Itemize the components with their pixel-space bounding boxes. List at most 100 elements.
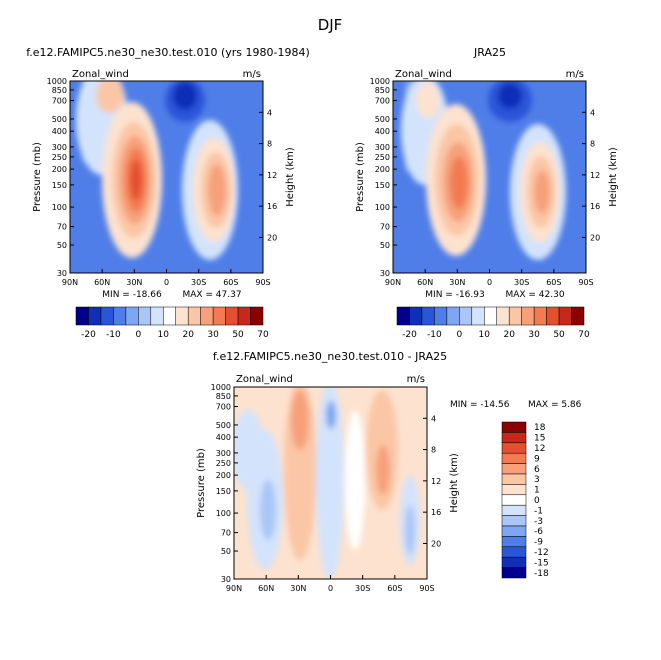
colorbar-swatch [533, 306, 547, 326]
colorbar-swatch [113, 306, 127, 326]
x-tick-label: 90N [226, 584, 242, 593]
colorbar-swatch [501, 484, 527, 496]
colorbar-swatch [212, 306, 226, 326]
colorbar-label: 1 [534, 486, 540, 496]
colorbar-label: 0 [456, 330, 462, 340]
x-tick-label: 90S [255, 278, 270, 287]
colorbar-label: -3 [534, 517, 543, 527]
axes-model: 90N 60N 30N 0 30S 60S 90S 30 50 70 100 150 200 250300… [32, 77, 296, 287]
x-tick-label: 30S [355, 584, 370, 593]
y-axis-label: Pressure (mb) [32, 142, 43, 212]
colorbar-swatch [396, 306, 410, 326]
y2-tick-label: 20 [267, 233, 277, 242]
colorbar-label: 10 [158, 330, 170, 340]
y-tick-label: 150 [52, 181, 67, 190]
y-tick-label: 200 [216, 471, 231, 480]
y2-tick-label: 12 [267, 171, 277, 180]
colorbar-swatch [501, 442, 527, 454]
y-tick-label: 250 [216, 459, 231, 468]
colorbar-swatch [250, 306, 264, 326]
x-tick-label: 0 [164, 278, 169, 287]
panel-model-title: f.e12.FAMIPC5.ne30_ne30.test.010 (yrs 19… [26, 46, 310, 59]
colorbar-swatch [501, 463, 527, 475]
colorbar-swatch [471, 306, 485, 326]
x-tick-label: 60N [417, 278, 433, 287]
colorbar-swatch [508, 306, 522, 326]
colorbar-swatch [484, 306, 497, 326]
panel-diff-min: MIN = -14.56 [450, 400, 510, 410]
y-tick-label: 50 [221, 547, 231, 556]
y-tick-label: 150 [216, 487, 231, 496]
y-tick-label: 50 [380, 241, 390, 250]
colorbar-label: 50 [553, 330, 565, 340]
colorbar-swatch [501, 473, 527, 485]
panel-jra25-min: MIN = -16.93 [425, 290, 484, 300]
y2-tick-label: 20 [590, 233, 600, 242]
y-tick-label: 500 [375, 115, 390, 124]
y-tick-label: 500 [216, 421, 231, 430]
colorbar-label: 18 [534, 423, 546, 433]
colorbar-swatch [163, 306, 176, 326]
y2-tick-label: 16 [431, 508, 441, 517]
colorbar-label: 30 [207, 330, 219, 340]
y-tick-label: 200 [52, 165, 67, 174]
x-tick-label: 60S [223, 278, 238, 287]
x-tick-label: 30S [191, 278, 206, 287]
y2-tick-label: 16 [267, 202, 277, 211]
colorbar-swatch [100, 306, 114, 326]
colorbar-swatch [175, 306, 189, 326]
colorbar-label: 50 [232, 330, 244, 340]
y-tick-label: 1000 [370, 77, 390, 86]
panel-model: f.e12.FAMIPC5.ne30_ne30.test.010 (yrs 19… [26, 46, 310, 300]
colorbar-label: -12 [534, 548, 549, 558]
colorbar-label: -10 [427, 330, 442, 340]
colorbar-label: 6 [534, 465, 540, 475]
colorbar-top-1: -20 -10 0 10 20 30 50 70 [396, 306, 590, 340]
colorbar-label: 20 [503, 330, 515, 340]
y-tick-label: 30 [57, 269, 67, 278]
colorbar-swatch [187, 306, 201, 326]
panel-diff-field [234, 387, 427, 579]
colorbar-swatch [496, 306, 510, 326]
colorbar-swatch [501, 525, 527, 537]
colorbar-swatch [571, 306, 585, 326]
colorbar-swatch [138, 306, 152, 326]
panel-jra25-max: MAX = 42.30 [505, 290, 564, 300]
y-tick-label: 70 [221, 529, 231, 538]
panel-model-field [70, 81, 263, 273]
panel-model-variable: Zonal_wind [72, 69, 129, 80]
y-tick-label: 1000 [47, 77, 67, 86]
colorbar-label: 0 [534, 496, 540, 506]
y-tick-label: 1000 [211, 383, 231, 392]
y-tick-label: 30 [380, 269, 390, 278]
y2-tick-label: 8 [590, 140, 595, 149]
y-axis-label: Pressure (mb) [196, 448, 207, 518]
y-tick-label: 850 [375, 86, 390, 95]
panel-jra25-variable: Zonal_wind [395, 69, 452, 80]
y2-axis-label: Height (km) [608, 147, 619, 207]
colorbar-label: -9 [534, 538, 543, 548]
colorbar-swatch [225, 306, 239, 326]
colorbar-swatch [521, 306, 535, 326]
colorbar-swatch [446, 306, 460, 326]
colorbar-label: 70 [578, 330, 590, 340]
colorbar-swatch [501, 556, 527, 568]
colorbar-label: -20 [81, 330, 96, 340]
y-tick-label: 400 [375, 127, 390, 136]
y-tick-label: 850 [52, 86, 67, 95]
colorbar-top: -20 -10 0 10 20 30 50 70 -20 -10 0 10 20 30 50 70 [75, 306, 590, 340]
panel-model-min: MIN = -18.66 [102, 290, 162, 300]
colorbar-swatch [459, 306, 473, 326]
colorbar-label: -15 [534, 558, 549, 568]
colorbar-label: 20 [182, 330, 194, 340]
colorbar-swatch [501, 494, 527, 506]
colorbar-label: 10 [479, 330, 491, 340]
colorbar-label: -18 [534, 569, 549, 579]
figure-title: DJF [318, 16, 343, 34]
axes-diff: 90N 60N 30N 0 30S 60S 90S 30 50 70 100 150 200 250300… [196, 383, 460, 593]
colorbar-swatch [501, 567, 527, 579]
colorbar-swatch [150, 306, 164, 326]
colorbar-swatch [75, 306, 89, 326]
x-tick-label: 60S [546, 278, 561, 287]
y-tick-label: 400 [52, 127, 67, 136]
